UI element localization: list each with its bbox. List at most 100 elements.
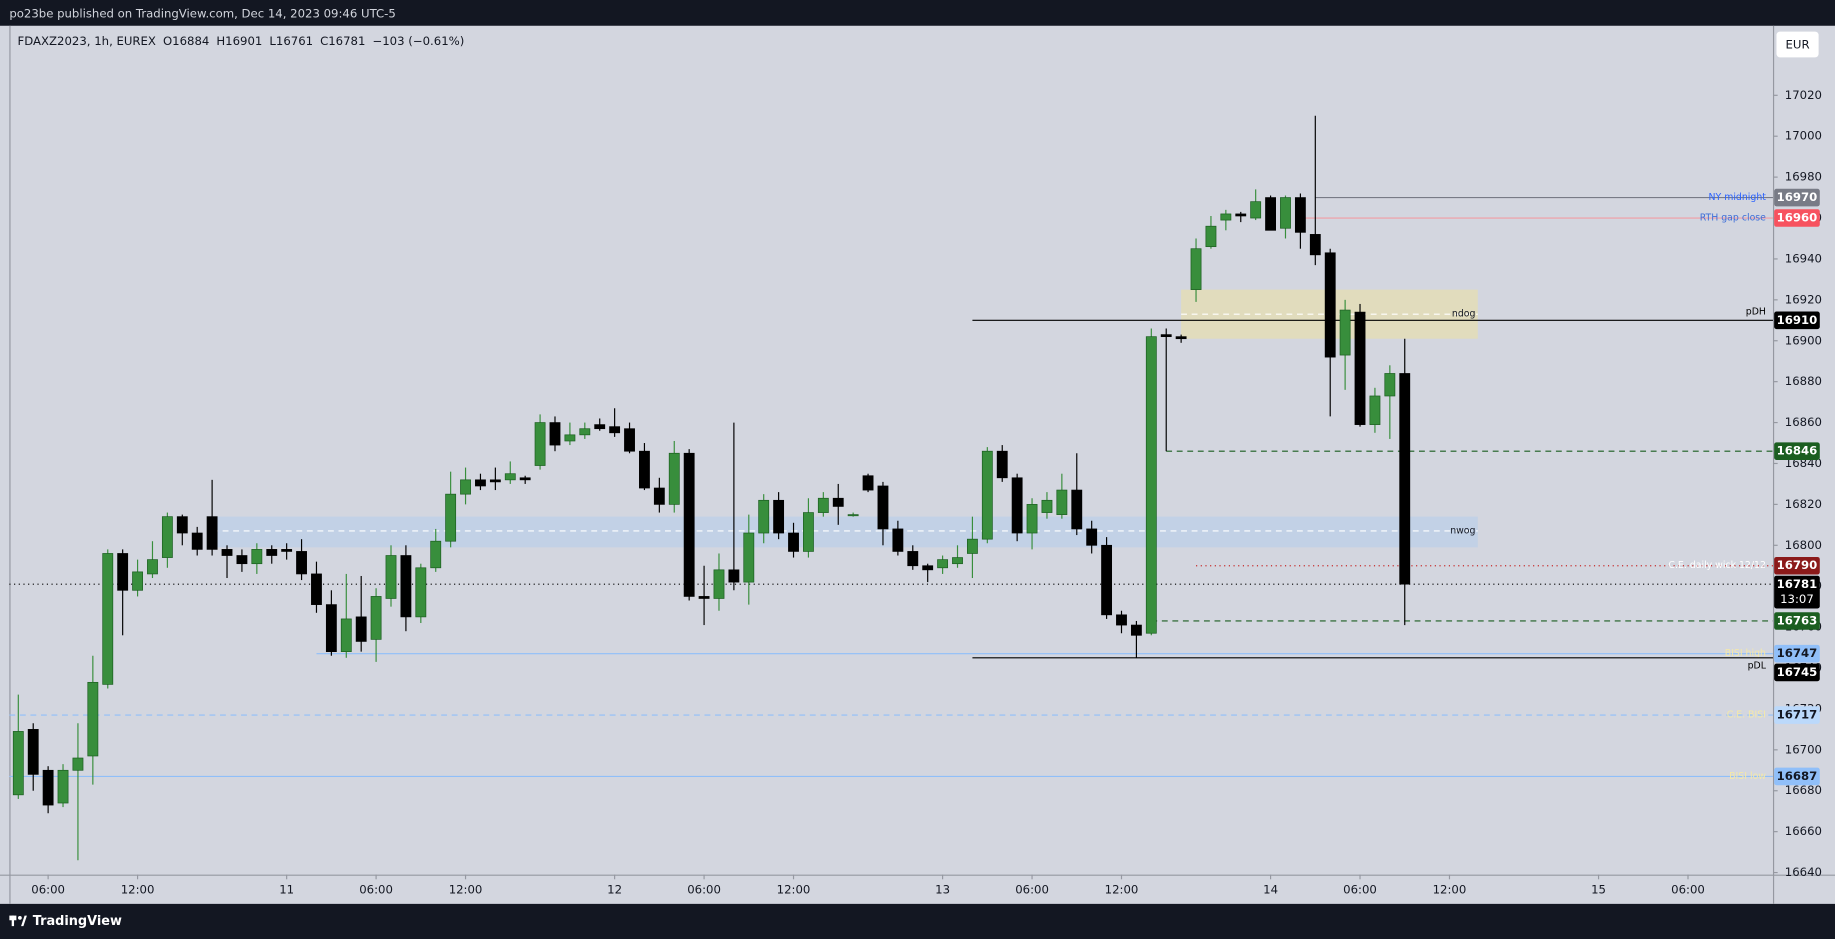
candle-body	[1011, 477, 1023, 534]
y-tick-label: 16860	[1785, 415, 1822, 429]
x-tick-label: 13	[935, 882, 950, 896]
price-tag	[1774, 663, 1820, 682]
candle-body	[1205, 225, 1217, 248]
candle-body	[42, 769, 54, 806]
price-tag	[1774, 188, 1820, 207]
candle-body	[57, 769, 69, 804]
level-name: BISI high	[1725, 648, 1766, 659]
zone-label: nwog	[1450, 525, 1475, 536]
logo-mark	[21, 915, 27, 927]
candle-body	[400, 555, 412, 618]
brand-name[interactable]: TradingView	[33, 914, 122, 929]
candle-body	[102, 553, 114, 685]
candle-body	[489, 479, 501, 483]
candle-body	[803, 512, 814, 552]
x-tick-label: 06:00	[687, 882, 721, 896]
candle-body	[1354, 311, 1366, 425]
currency-label[interactable]: EUR	[1786, 38, 1810, 52]
price-tag	[1774, 706, 1820, 724]
price-tag-label: 16970	[1777, 190, 1818, 204]
price-tag-label: 16745	[1777, 665, 1818, 679]
price-tag	[1774, 644, 1820, 663]
candle-body	[1116, 614, 1127, 626]
candle-body	[594, 424, 606, 430]
candle-body	[445, 493, 457, 542]
price-tag-label: 16763	[1777, 613, 1818, 627]
x-tick-label: 11	[279, 882, 294, 896]
candle-body	[966, 538, 978, 554]
published-note: po23be published on TradingView.com, Dec…	[9, 7, 395, 21]
y-tick-label: 16820	[1785, 497, 1822, 511]
candle-body	[1309, 234, 1321, 256]
countdown-label: 13:07	[1780, 592, 1814, 606]
candle-body	[430, 540, 442, 569]
x-tick-label: 06:00	[359, 882, 393, 896]
candle-body	[1339, 309, 1351, 356]
candle-body	[1130, 624, 1142, 636]
candle-body	[1071, 489, 1083, 530]
candle-body	[504, 473, 516, 481]
y-tick-label: 16800	[1785, 538, 1822, 552]
candle-body	[1235, 213, 1247, 217]
candle-body	[534, 422, 546, 466]
candle-body	[639, 450, 650, 489]
price-axis: 1664016660166801670016720167401676016780…	[1772, 88, 1822, 879]
plot-area: ndog nwog NY midnight RTH gap close pDH C.E. …	[9, 115, 1773, 861]
price-tag-label: 16910	[1777, 313, 1818, 327]
ohlc-value: 16884	[172, 33, 209, 47]
candle-body	[579, 428, 591, 436]
candle-body	[564, 434, 576, 442]
y-tick-label: 16920	[1785, 292, 1822, 306]
candle-body	[1056, 489, 1068, 515]
x-tick-label: 15	[1591, 882, 1606, 896]
ohlc-label: O	[163, 33, 172, 47]
x-tick-label: 06:00	[1343, 882, 1377, 896]
level-name: pDL	[1748, 660, 1767, 671]
candle-body	[996, 450, 1008, 479]
brand-logo[interactable]: TradingView	[9, 914, 122, 929]
candle-body	[281, 549, 293, 552]
candle-body	[191, 532, 203, 550]
change-value: −103 (−0.61%)	[372, 33, 464, 47]
symbol-title: FDAXZ2023, 1h, EUREX	[18, 33, 156, 47]
level-name: C.E. BISI	[1727, 710, 1766, 721]
y-tick-label: 16680	[1785, 783, 1822, 797]
level-name: RTH gap close	[1700, 213, 1766, 224]
candle-body	[922, 565, 934, 571]
y-tick-label: 16980	[1785, 170, 1822, 184]
candle-body	[1399, 373, 1411, 585]
y-tick-label: 16940	[1785, 251, 1822, 265]
x-tick-label: 12:00	[121, 882, 155, 896]
candle-body	[221, 549, 233, 556]
candle-body	[325, 604, 337, 653]
candle-body	[1280, 197, 1291, 229]
ohlc-label: C	[320, 33, 328, 47]
candle-body	[609, 426, 621, 434]
candle-body	[206, 516, 218, 550]
price-tag-label: 16717	[1777, 708, 1818, 722]
candle-body	[161, 516, 173, 558]
candle-body	[952, 557, 963, 565]
candle-body	[1160, 334, 1172, 338]
legend-text: FDAXZ2023, 1h, EUREX O16884 H16901 L16761 C1…	[18, 33, 465, 47]
candle-body	[773, 499, 785, 534]
level-name: C.E. daily wick 12/12	[1668, 560, 1766, 571]
candle-body	[12, 731, 24, 796]
currency-button[interactable]	[1776, 31, 1819, 58]
candle-body	[236, 555, 248, 565]
candle-body	[475, 479, 486, 487]
candle-body	[385, 555, 397, 599]
candle-body	[668, 452, 680, 505]
candle-body	[832, 497, 844, 507]
price-tag	[1774, 209, 1820, 227]
x-tick-label: 06:00	[1015, 882, 1049, 896]
candle-body	[788, 532, 799, 552]
candle-body	[1324, 252, 1336, 358]
level-name: BISI low	[1729, 771, 1766, 782]
y-tick-label: 16880	[1785, 374, 1822, 388]
ohlc-value: 16781	[328, 33, 365, 47]
x-tick-label: 12:00	[449, 882, 483, 896]
candle-body	[758, 499, 770, 534]
candle-body	[1220, 213, 1232, 221]
